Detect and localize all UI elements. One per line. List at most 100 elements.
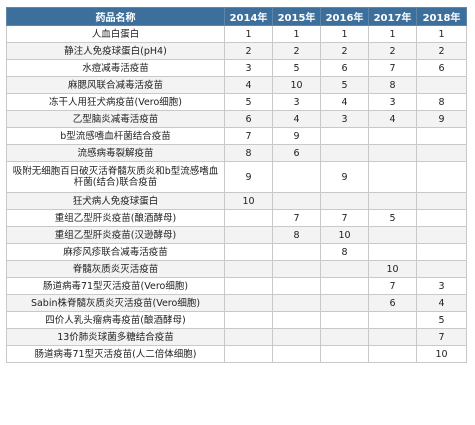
rank-cell: 10 [416,345,467,363]
table-row: 肠道病毒71型灭活疫苗(Vero细胞) 7 3 [6,277,467,295]
rank-cell: 6 [368,294,417,312]
drug-name-cell: Sabin株脊髓灰质炎灭活疫苗(Vero细胞) [6,294,225,312]
drug-name-cell: 水痘减毒活疫苗 [6,59,225,77]
drug-name-cell: 乙型脑炎减毒活疫苗 [6,110,225,128]
rank-cell [416,161,467,193]
drug-name-cell: 冻干人用狂犬病疫苗(Vero细胞) [6,93,225,111]
table-row: 重组乙型肝炎疫苗(酿酒酵母) 7 7 5 [6,209,467,227]
table-row: 吸附无细胞百日破灭活脊髓灰质炎和b型流感嗜血杆菌(结合)联合疫苗 9 9 [6,161,467,193]
rank-cell: 2 [416,42,467,60]
rank-cell [224,277,273,295]
table-row: 肠道病毒71型灭活疫苗(人二倍体细胞) 10 [6,345,467,363]
rank-cell [368,127,417,145]
rank-cell: 7 [272,209,321,227]
rank-cell: 4 [368,110,417,128]
rank-cell: 6 [272,144,321,162]
rank-cell [320,294,369,312]
rank-cell: 10 [320,226,369,244]
rank-cell [224,345,273,363]
drug-name-cell: 重组乙型肝炎疫苗(酿酒酵母) [6,209,225,227]
rank-cell: 5 [368,209,417,227]
rank-cell [368,311,417,329]
drug-name-cell: 狂犬病人免疫球蛋白 [6,192,225,210]
rank-cell [224,260,273,278]
rank-cell: 6 [416,59,467,77]
drug-name-cell: 流感病毒裂解疫苗 [6,144,225,162]
rank-cell [272,161,321,193]
rank-cell: 8 [272,226,321,244]
vaccine-ranking-table: 药品名称 2014年 2015年 2016年 2017年 2018年 人血白蛋白… [6,7,467,363]
rank-cell [272,277,321,295]
rank-cell: 2 [224,42,273,60]
table-row: Sabin株脊髓灰质炎灭活疫苗(Vero细胞) 6 4 [6,294,467,312]
rank-cell: 3 [416,277,467,295]
rank-cell: 8 [224,144,273,162]
drug-name-cell: 肠道病毒71型灭活疫苗(人二倍体细胞) [6,345,225,363]
rank-cell [224,294,273,312]
rank-cell [272,328,321,346]
rank-cell: 8 [368,76,417,94]
rank-cell: 10 [272,76,321,94]
rank-cell [368,161,417,193]
drug-name-cell: b型流感嗜血杆菌结合疫苗 [6,127,225,145]
drug-name-cell: 脊髓灰质炎灭活疫苗 [6,260,225,278]
rank-cell: 1 [320,25,369,43]
rank-cell [272,243,321,261]
rank-cell [368,345,417,363]
rank-cell: 9 [416,110,467,128]
drug-name-cell: 人血白蛋白 [6,25,225,43]
table-row: 四价人乳头瘤病毒疫苗(酿酒酵母) 5 [6,311,467,329]
drug-name-cell: 四价人乳头瘤病毒疫苗(酿酒酵母) [6,311,225,329]
header-year-2018: 2018年 [416,7,467,26]
rank-cell [416,144,467,162]
rank-cell: 5 [224,93,273,111]
rank-cell: 7 [368,277,417,295]
table-row: b型流感嗜血杆菌结合疫苗 7 9 [6,127,467,145]
rank-cell [416,127,467,145]
rank-cell [320,311,369,329]
rank-cell: 1 [272,25,321,43]
header-year-2016: 2016年 [320,7,369,26]
rank-cell [416,192,467,210]
rank-cell: 7 [368,59,417,77]
rank-cell [368,226,417,244]
rank-cell [416,209,467,227]
rank-cell [272,294,321,312]
header-year-2014: 2014年 [224,7,273,26]
drug-name-cell: 13价肺炎球菌多糖结合疫苗 [6,328,225,346]
rank-cell [416,76,467,94]
drug-name-cell: 吸附无细胞百日破灭活脊髓灰质炎和b型流感嗜血杆菌(结合)联合疫苗 [6,161,225,193]
rank-cell [320,127,369,145]
rank-cell [320,144,369,162]
table-row: 人血白蛋白 1 1 1 1 1 [6,25,467,43]
table-row: 麻腮风联合减毒活疫苗 4 10 5 8 [6,76,467,94]
rank-cell: 2 [320,42,369,60]
rank-cell: 5 [416,311,467,329]
rank-cell: 8 [416,93,467,111]
rank-cell: 3 [320,110,369,128]
drug-name-cell: 重组乙型肝炎疫苗(汉逊酵母) [6,226,225,244]
rank-cell [368,328,417,346]
rank-cell [416,226,467,244]
rank-cell: 3 [368,93,417,111]
table-row: 脊髓灰质炎灭活疫苗 10 [6,260,467,278]
rank-cell: 7 [416,328,467,346]
table-row: 水痘减毒活疫苗 3 5 6 7 6 [6,59,467,77]
rank-cell [320,192,369,210]
rank-cell: 1 [416,25,467,43]
table-row: 乙型脑炎减毒活疫苗 6 4 3 4 9 [6,110,467,128]
rank-cell [320,328,369,346]
table-header-row: 药品名称 2014年 2015年 2016年 2017年 2018年 [6,7,467,26]
rank-cell: 10 [224,192,273,210]
rank-cell: 5 [320,76,369,94]
rank-cell [416,260,467,278]
rank-cell: 9 [224,161,273,193]
rank-cell: 2 [272,42,321,60]
rank-cell: 3 [272,93,321,111]
rank-cell [224,226,273,244]
rank-cell [224,311,273,329]
drug-name-cell: 肠道病毒71型灭活疫苗(Vero细胞) [6,277,225,295]
rank-cell: 1 [368,25,417,43]
rank-cell: 2 [368,42,417,60]
rank-cell: 10 [368,260,417,278]
